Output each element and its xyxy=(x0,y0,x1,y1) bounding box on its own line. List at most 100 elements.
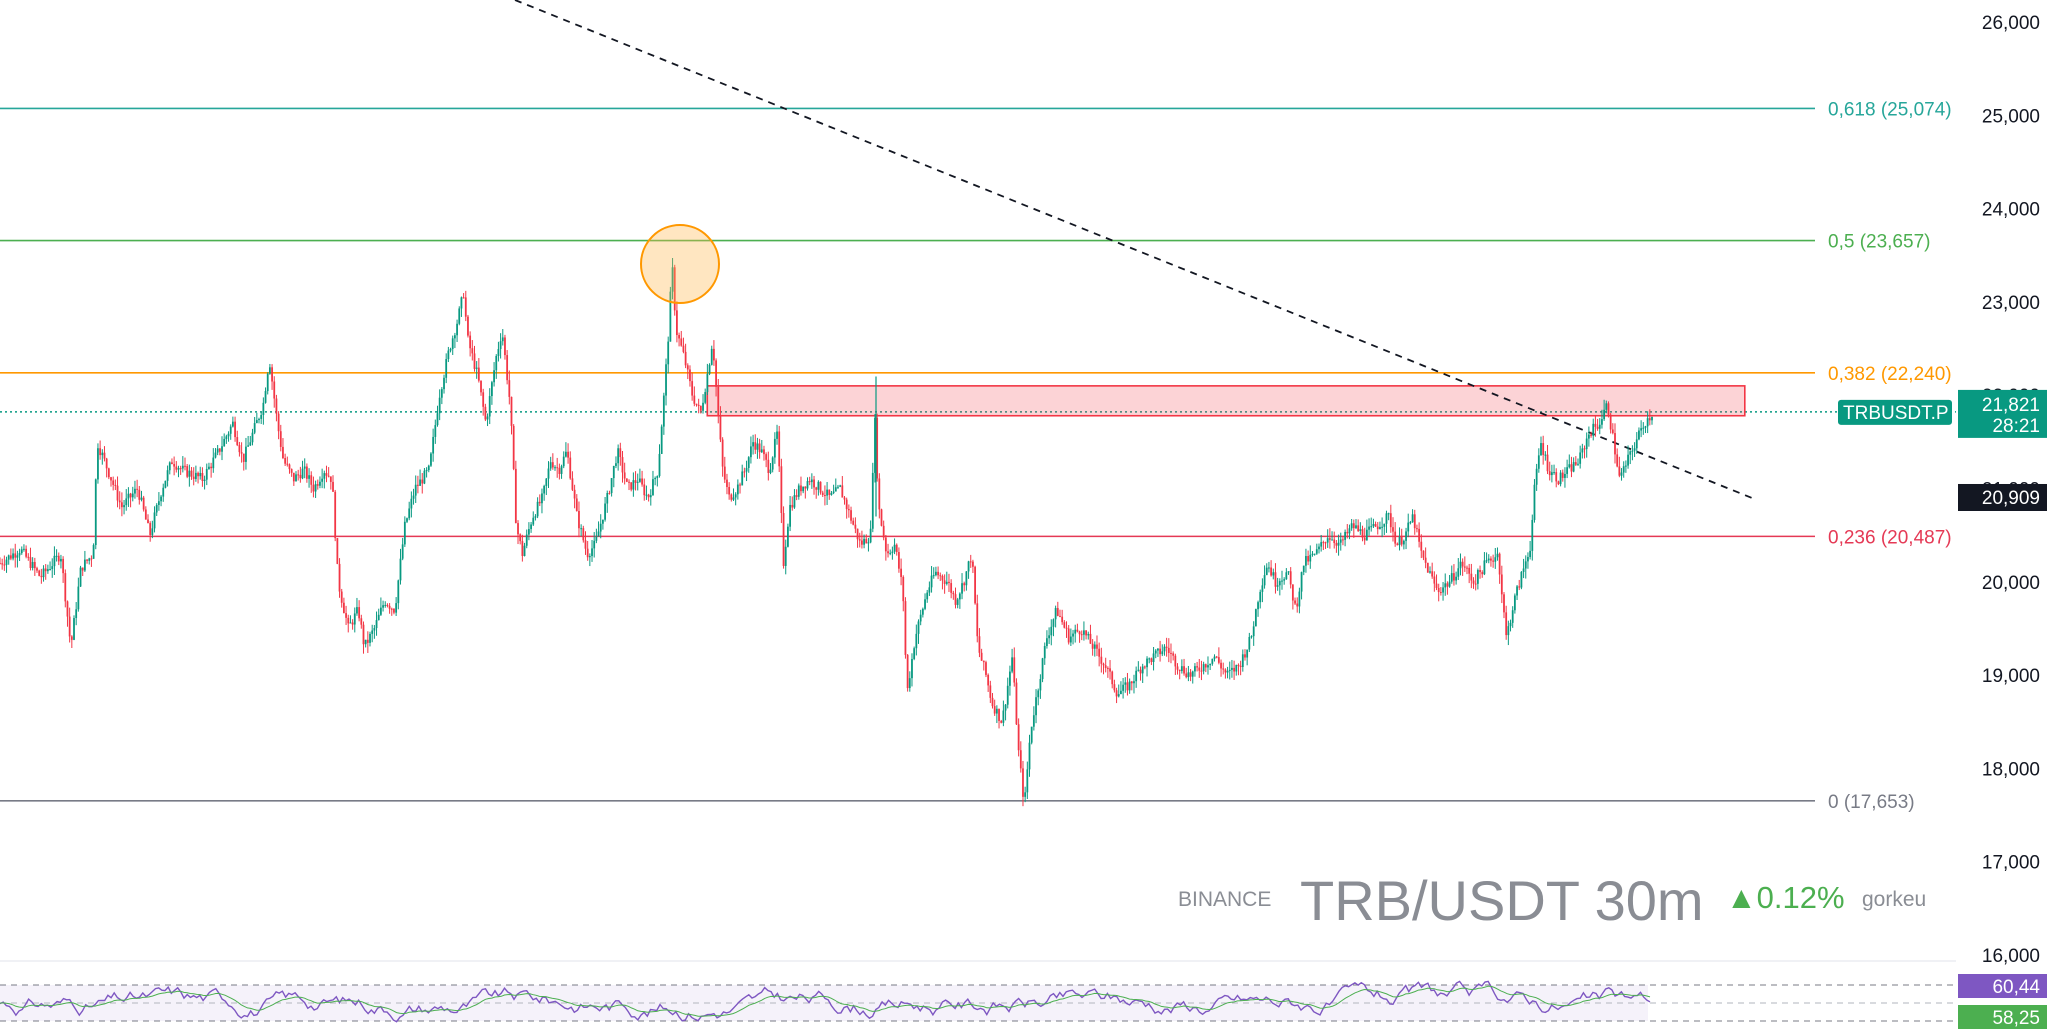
marked-high-ring[interactable] xyxy=(640,224,720,304)
resistance-zone-rect[interactable] xyxy=(706,385,1746,417)
candle-body xyxy=(316,484,319,486)
candle-body xyxy=(1633,448,1636,451)
candle-body xyxy=(86,559,88,561)
candle-body xyxy=(689,369,691,382)
candle-body xyxy=(416,484,419,486)
candle-body xyxy=(1592,423,1595,436)
candle-body xyxy=(462,297,465,299)
candle-body xyxy=(547,468,550,479)
candle-body xyxy=(1233,667,1236,672)
rsi-pane[interactable] xyxy=(0,960,1956,1023)
rsi-value-tag[interactable] xyxy=(1958,1005,2047,1029)
price-tick-label: 18,000 xyxy=(1982,759,2040,780)
candle-body xyxy=(584,540,587,549)
price-axis[interactable]: 26,00025,00024,00023,00022,00021,00020,0… xyxy=(1838,0,2047,1035)
candle-body xyxy=(1024,792,1027,797)
candle-body xyxy=(1235,664,1238,672)
candle-body xyxy=(673,267,676,311)
candle-body xyxy=(1483,560,1486,575)
candle-body xyxy=(362,624,365,645)
candle-body xyxy=(1059,615,1061,617)
candle-body xyxy=(1627,454,1629,466)
candle-body xyxy=(911,658,913,679)
candle-body xyxy=(53,555,56,567)
symbol-tag[interactable] xyxy=(1838,399,1952,425)
candle-body xyxy=(360,618,363,625)
candle-body xyxy=(497,349,500,356)
candle-body xyxy=(390,608,393,610)
candle-body xyxy=(149,523,152,535)
candle-body xyxy=(1394,531,1397,544)
last-price-tag[interactable] xyxy=(1958,389,2047,438)
crosshair-price-tag[interactable] xyxy=(1958,483,2047,511)
candle-body xyxy=(732,497,735,500)
candle-body xyxy=(832,491,835,494)
fibonacci-levels[interactable]: 0,618 (25,074) 0,5 (23,657) 0,382 (22,240)… xyxy=(0,99,1952,813)
candle-body xyxy=(371,630,374,634)
candle-body xyxy=(565,451,567,457)
candle-body xyxy=(81,567,84,571)
candle-body xyxy=(1052,619,1055,627)
candle-body xyxy=(1635,439,1638,449)
candle-body xyxy=(815,487,818,490)
candle-body xyxy=(671,267,674,292)
candle-body xyxy=(1328,538,1331,540)
candle-body xyxy=(958,593,961,600)
candle-body xyxy=(532,517,535,525)
candle-body xyxy=(610,478,613,494)
candle-body xyxy=(1596,426,1599,429)
candle-body xyxy=(871,472,874,529)
candle-body xyxy=(1115,690,1118,697)
marked-high-circle[interactable] xyxy=(640,224,720,304)
candle-body xyxy=(1237,664,1240,666)
candle-body xyxy=(806,481,809,489)
candle-body xyxy=(75,609,78,619)
candle-body xyxy=(1455,576,1458,581)
candle-body xyxy=(569,457,572,479)
price-axis-bg xyxy=(1958,0,2047,1035)
candle-body xyxy=(408,508,411,519)
candle-body xyxy=(1511,610,1514,623)
candle-body xyxy=(412,495,415,499)
candle-body xyxy=(33,561,36,569)
candle-body xyxy=(1624,465,1627,467)
resistance-zone[interactable] xyxy=(706,385,1746,417)
candle-body xyxy=(1183,666,1185,674)
candle-body xyxy=(1494,557,1497,562)
candle-body xyxy=(356,607,358,614)
candle-body xyxy=(919,614,922,622)
candle-body xyxy=(467,316,469,336)
descending-trendline[interactable] xyxy=(514,0,1753,499)
candle-body xyxy=(336,538,339,564)
candle-body xyxy=(593,540,596,549)
rsi-value-tag[interactable] xyxy=(1958,974,2047,998)
candle-body xyxy=(20,549,23,554)
candle-body xyxy=(1048,635,1050,639)
candle-body xyxy=(1248,636,1251,650)
candle-body xyxy=(430,453,432,466)
candle-body xyxy=(1411,514,1414,523)
candle-body xyxy=(1013,657,1016,683)
trendline-path[interactable] xyxy=(514,0,1753,499)
candle-body xyxy=(1309,554,1312,562)
candle-body xyxy=(440,389,443,398)
candle-body xyxy=(1396,543,1399,546)
candle-body xyxy=(1400,536,1403,545)
watermark-interval: 30m xyxy=(1595,869,1704,932)
candle-body xyxy=(1442,587,1444,593)
candle-body xyxy=(1640,428,1643,431)
candle-body xyxy=(1370,526,1373,528)
candle-body xyxy=(1566,467,1569,474)
candle-body xyxy=(312,484,315,492)
candle-body xyxy=(1185,673,1188,678)
candle-body xyxy=(1337,542,1340,546)
candle-body xyxy=(1120,690,1122,695)
candle-body xyxy=(299,474,302,479)
candle-body xyxy=(506,355,509,381)
candle-body xyxy=(1167,647,1170,653)
candle-body xyxy=(1311,553,1314,555)
candle-body xyxy=(1646,418,1649,427)
candle-body xyxy=(1365,529,1368,541)
candle-body xyxy=(184,465,186,467)
